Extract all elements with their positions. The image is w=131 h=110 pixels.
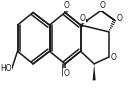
Text: O: O [64,1,70,10]
Text: O: O [111,53,116,62]
Text: O: O [80,14,85,23]
Polygon shape [93,64,96,80]
Polygon shape [81,19,88,25]
Text: HO: HO [0,64,12,73]
Text: O: O [100,1,106,10]
Text: O: O [116,14,122,23]
Text: O: O [64,69,70,78]
